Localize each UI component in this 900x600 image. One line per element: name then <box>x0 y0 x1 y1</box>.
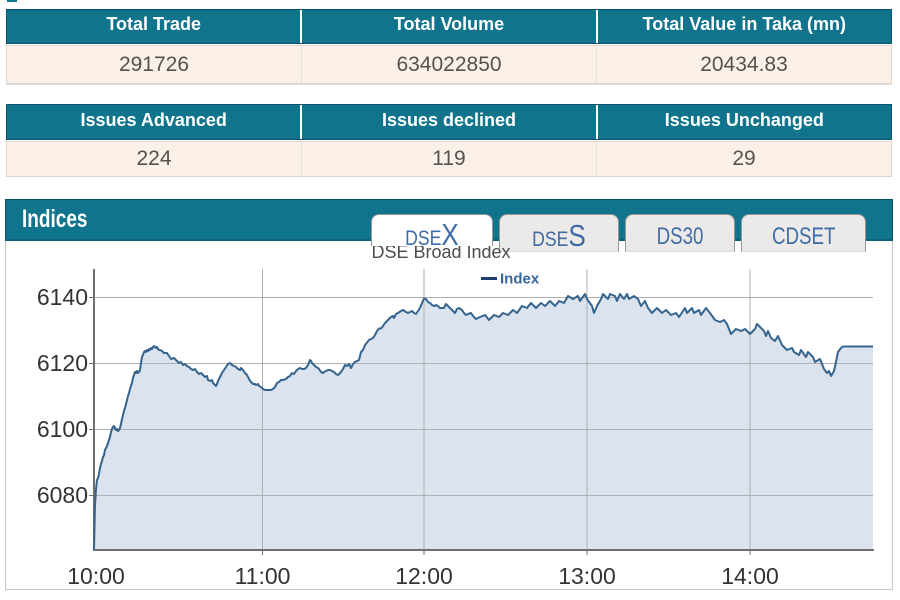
svg-text:6100: 6100 <box>37 416 88 442</box>
svg-text:6140: 6140 <box>37 284 88 310</box>
svg-text:6080: 6080 <box>37 482 88 508</box>
svg-text:6120: 6120 <box>37 350 88 376</box>
svg-text:Index: Index <box>500 271 540 288</box>
svg-text:13:00: 13:00 <box>558 563 616 589</box>
svg-text:10:00: 10:00 <box>67 563 125 589</box>
svg-text:DSE Broad Index: DSE Broad Index <box>371 242 510 262</box>
svg-text:12:00: 12:00 <box>395 563 453 589</box>
svg-text:14:00: 14:00 <box>721 563 779 589</box>
svg-text:11:00: 11:00 <box>235 563 291 589</box>
